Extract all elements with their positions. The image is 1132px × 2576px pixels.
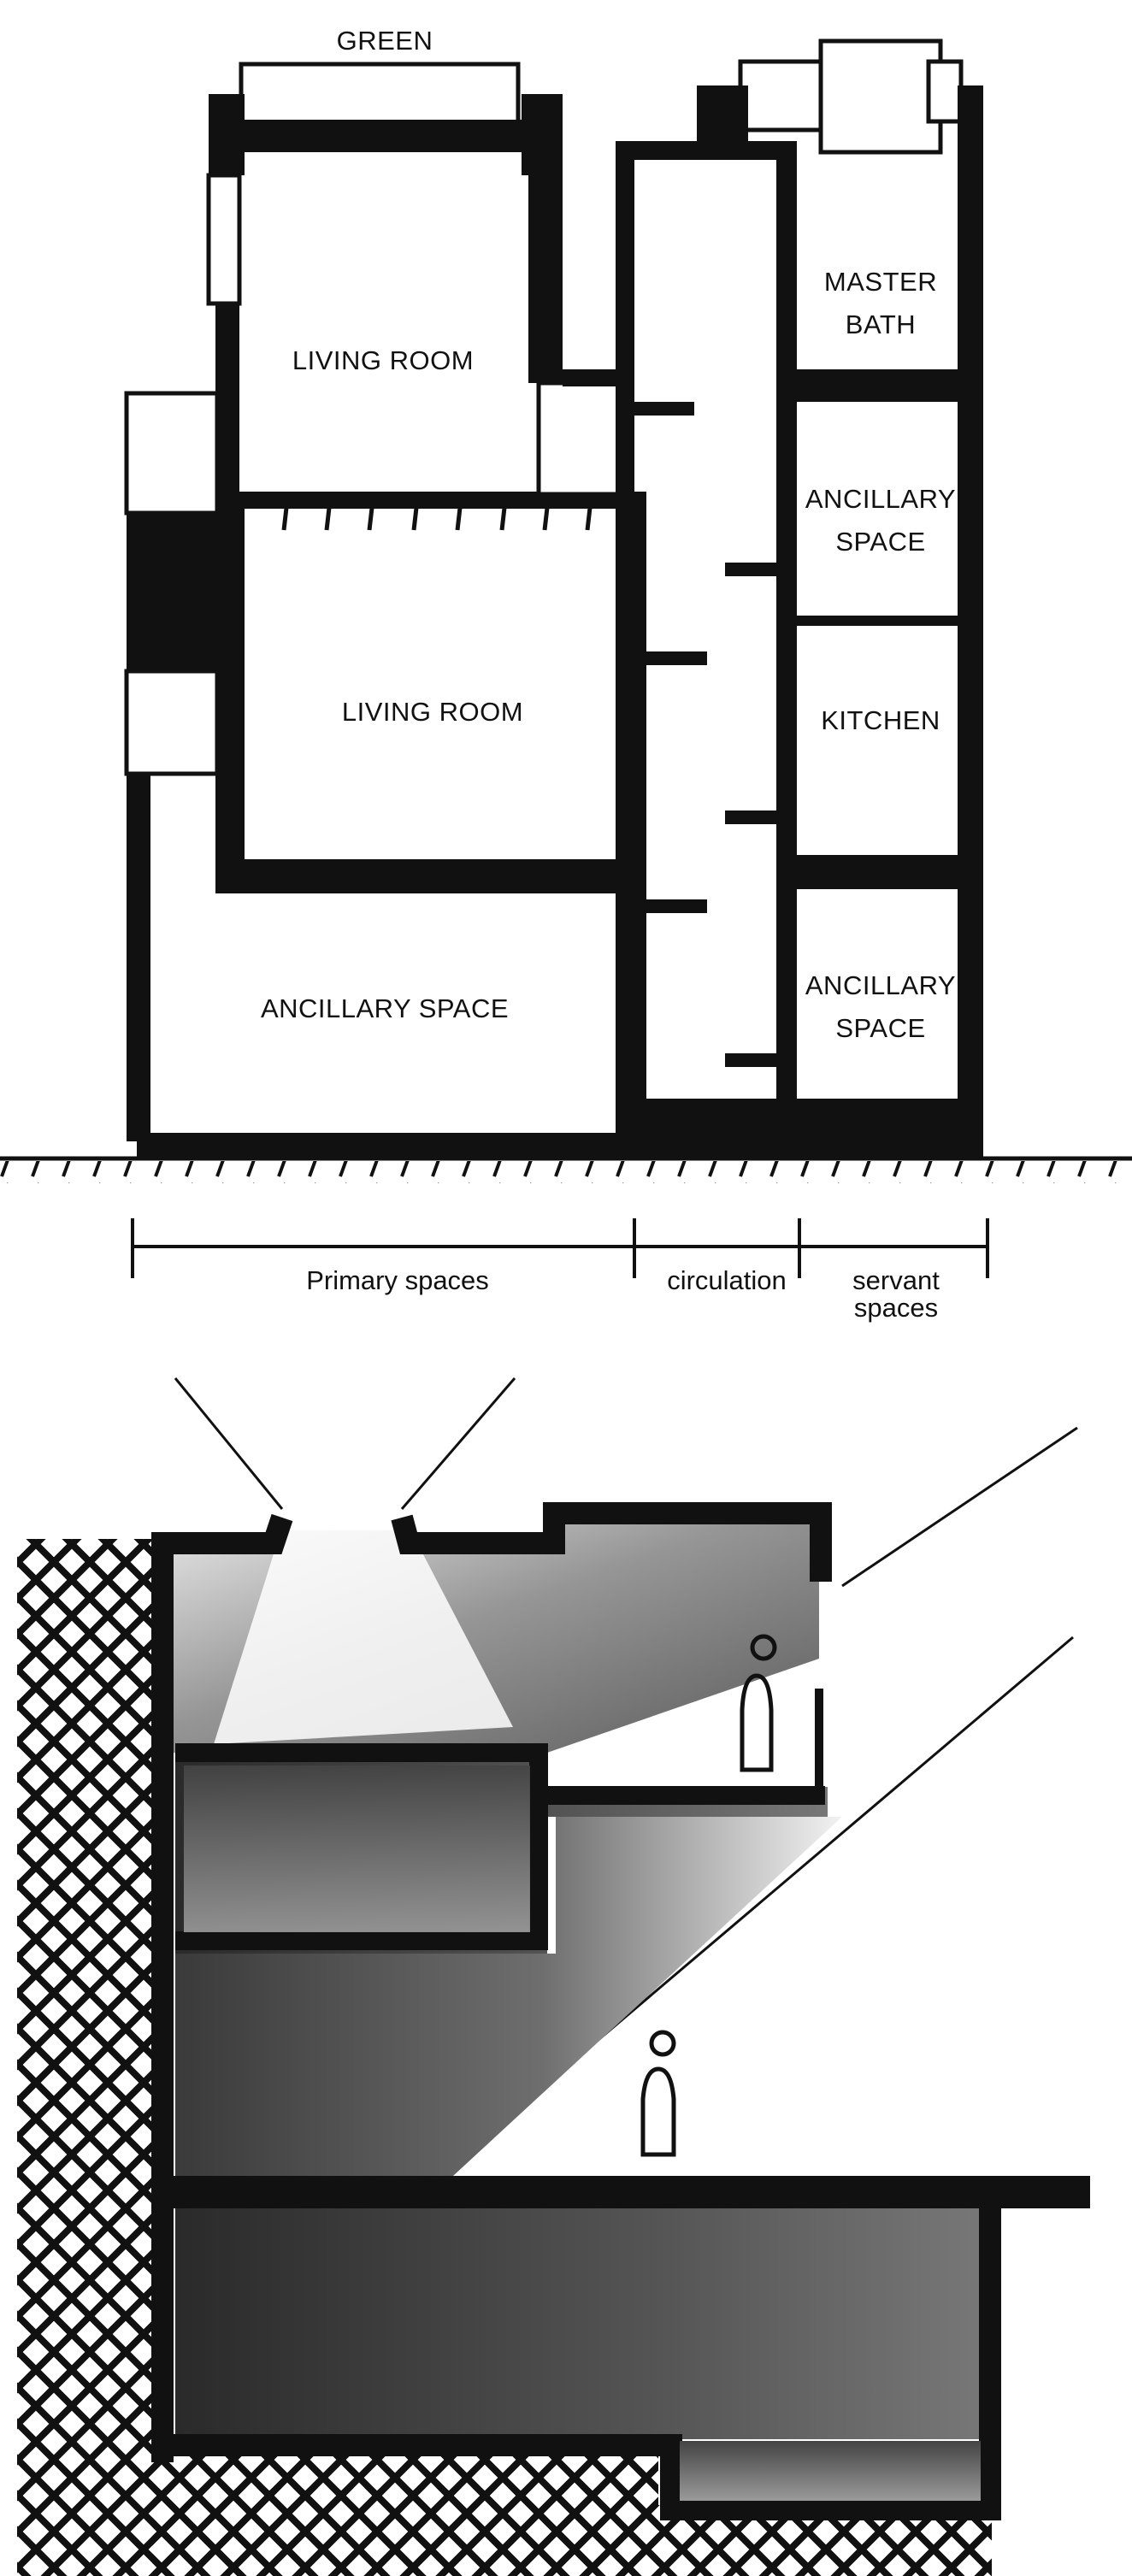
glazing-line-upper (841, 1426, 1078, 1588)
ground-hatch (0, 1161, 1132, 1183)
label-ancillary-right-1a: ANCILLARY (805, 484, 956, 514)
label-ancillary-right-2a: ANCILLARY (805, 970, 956, 1000)
roof-slab-left-edge (209, 94, 245, 175)
zone-label-servant-1: servant (852, 1265, 940, 1295)
zone-label-servant-2: spaces (854, 1293, 938, 1323)
servant-wall-right (958, 85, 983, 1141)
servant-slab-3 (787, 855, 962, 889)
basement-notch-fill (680, 2441, 981, 2501)
zone-dimension-bar: Primary spaces circulation servant space… (131, 1218, 989, 1323)
skylight-ray-left (174, 1377, 284, 1510)
label-ancillary-right-1b: SPACE (835, 527, 925, 557)
servant-slab-2 (787, 616, 962, 626)
earth-hatch-left (17, 1539, 658, 2576)
skylight-ray-right (400, 1377, 516, 1510)
skylight-light-cone (214, 1513, 513, 1744)
wall-left-window (206, 173, 242, 306)
roof-slab-left (209, 120, 556, 152)
person-figure-upper (740, 1634, 777, 1772)
servant-slab-1 (787, 369, 962, 402)
building-section: GREEN LIVING ROOM LIVING ROOM ANCILLARY … (0, 26, 1132, 1183)
mid-slab-ticks (281, 507, 593, 531)
left-lower-box (124, 669, 220, 776)
ground-room-block (175, 2208, 983, 2439)
terrace-box-right (536, 380, 627, 497)
label-kitchen: KITCHEN (821, 705, 940, 735)
label-living-room-upper: LIVING ROOM (292, 345, 474, 375)
earth-hatch-bottom (152, 2445, 992, 2576)
left-solid-block (127, 513, 227, 671)
left-balcony-box (124, 391, 220, 516)
label-ancillary-left: ANCILLARY SPACE (261, 993, 509, 1023)
label-master-line1: MASTER (824, 267, 937, 297)
circulation-wall-left (616, 141, 634, 1141)
label-ancillary-right-2b: SPACE (835, 1013, 925, 1043)
label-living-room-lower: LIVING ROOM (342, 697, 523, 727)
floor-slab-upper-outline (175, 1743, 825, 1950)
circulation-landings (634, 402, 778, 1067)
zone-label-primary: Primary spaces (306, 1265, 489, 1295)
base-solid-right (634, 1099, 983, 1150)
circulation-wall-right (776, 141, 797, 1141)
label-master-line2: BATH (846, 309, 916, 339)
person-figure-lower (640, 2030, 676, 2157)
terrace-box-right-top (563, 369, 629, 386)
wall-right-upper (528, 152, 563, 383)
light-section-sketch (17, 1377, 1090, 2576)
upper-slab-block (184, 1765, 530, 1932)
wall-outer-left (127, 774, 150, 1141)
middle-room-shading (175, 1817, 842, 2176)
servant-top-box-c (926, 59, 964, 124)
label-green: GREEN (337, 26, 433, 56)
mid-slab (215, 492, 643, 509)
basement-outline (151, 2197, 1001, 2520)
servant-top-box-b (818, 38, 943, 155)
slab-lower-living (215, 859, 643, 893)
floor-slab-ground (162, 2176, 1090, 2208)
zone-label-circulation: circulation (667, 1265, 787, 1295)
roof-outline (151, 1502, 832, 2462)
servant-top-solid (697, 85, 748, 147)
wall-left-lower (215, 504, 245, 893)
